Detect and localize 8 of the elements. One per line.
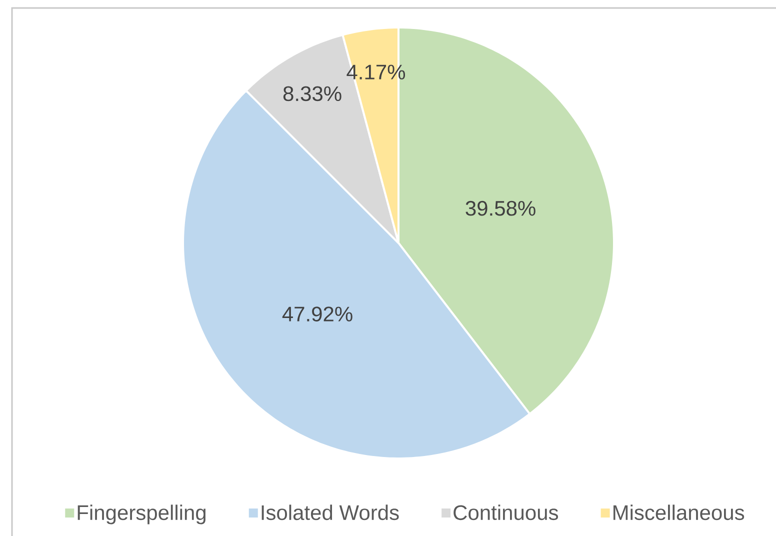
legend-label: Isolated Words: [262, 504, 399, 520]
data-label: 39.58%: [466, 200, 536, 216]
legend-label: Continuous: [454, 504, 558, 520]
data-label: 4.17%: [346, 64, 406, 80]
data-label: 8.33%: [283, 86, 342, 102]
data-label: 47.92%: [282, 306, 352, 322]
legend-label: Fingerspelling: [78, 504, 206, 524]
legend-label: Miscellaneous: [614, 504, 744, 520]
